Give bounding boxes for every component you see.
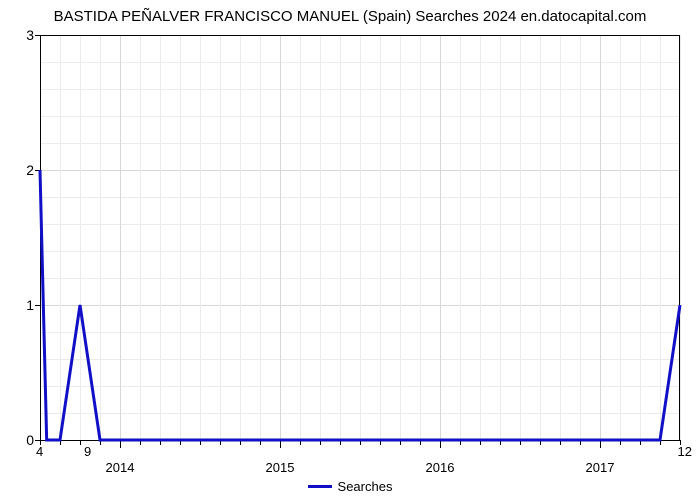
- grid-line-v-minor: [680, 35, 681, 440]
- legend-item: Searches: [308, 479, 393, 494]
- legend-label: Searches: [338, 479, 393, 494]
- y-tick-label: 2: [26, 162, 34, 178]
- y-tick-label: 0: [26, 432, 34, 448]
- chart-container: BASTIDA PEÑALVER FRANCISCO MANUEL (Spain…: [0, 0, 700, 500]
- x-corner-right-label: 12: [678, 444, 692, 459]
- x-tick-label: 2017: [586, 460, 615, 475]
- y-tick-label: 3: [26, 27, 34, 43]
- chart-title: BASTIDA PEÑALVER FRANCISCO MANUEL (Spain…: [0, 8, 700, 25]
- line-series-layer: [40, 35, 680, 440]
- x-tick-label: 2014: [106, 460, 135, 475]
- x-secondary-left-label: 9: [84, 444, 91, 459]
- legend: Searches: [0, 475, 700, 494]
- x-corner-left-label: 4: [36, 444, 43, 459]
- y-tick-label: 1: [26, 297, 34, 313]
- x-minor-tick-mark: [80, 440, 81, 445]
- legend-swatch: [308, 485, 332, 488]
- series-polyline: [40, 170, 680, 440]
- x-tick-label: 2016: [426, 460, 455, 475]
- x-tick-label: 2015: [266, 460, 295, 475]
